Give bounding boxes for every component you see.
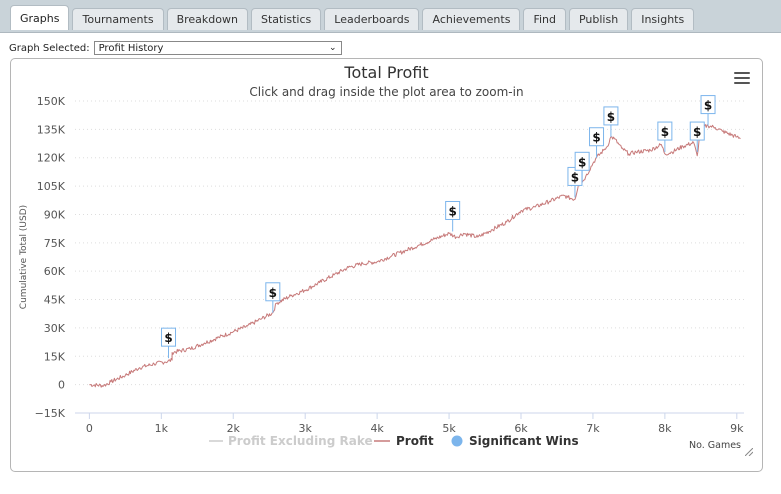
- x-tick-label: 1k: [155, 422, 169, 435]
- dollar-flag-icon[interactable]: [589, 127, 605, 147]
- legend-profit[interactable]: Profit: [396, 434, 434, 448]
- graph-selector-row: Graph Selected: Profit History ⌄: [9, 41, 342, 55]
- x-tick-label: 4k: [370, 422, 384, 435]
- win-flag-label: $: [607, 110, 615, 124]
- chevron-down-icon: ⌄: [329, 43, 337, 53]
- y-tick-label: 135K: [37, 123, 66, 136]
- win-flag-label: $: [693, 125, 701, 139]
- tab-insights[interactable]: Insights: [631, 8, 695, 30]
- tab-leaderboards[interactable]: Leaderboards: [324, 8, 420, 30]
- win-flag-label: $: [448, 204, 456, 218]
- y-tick-label: 150K: [37, 95, 66, 108]
- y-tick-label: 15K: [44, 350, 66, 363]
- graph-select-value: Profit History: [98, 42, 164, 54]
- tab-achievements[interactable]: Achievements: [422, 8, 521, 30]
- dollar-flag-icon[interactable]: [603, 106, 619, 126]
- profit-chart[interactable]: −15K 0 15K 30K 45K 60K 75K 90K 105K 120K 135K 150K 0…: [11, 59, 762, 471]
- resize-grip-icon[interactable]: [745, 448, 753, 456]
- tab-tournaments[interactable]: Tournaments: [72, 8, 164, 30]
- legend-significant-wins-symbol: [451, 435, 463, 447]
- tab-statistics[interactable]: Statistics: [250, 8, 322, 30]
- win-flag-label: $: [661, 125, 669, 139]
- tab-find[interactable]: Find: [523, 8, 566, 30]
- tab-breakdown[interactable]: Breakdown: [166, 8, 248, 30]
- graph-selected-label: Graph Selected:: [9, 42, 90, 54]
- dollar-flag-icon[interactable]: [161, 327, 177, 347]
- x-tick-label: 9k: [730, 422, 744, 435]
- y-tick-label: −15K: [35, 407, 66, 420]
- dollar-flag-icon[interactable]: [574, 151, 590, 171]
- chart-title: Total Profit: [344, 63, 429, 82]
- dollar-flag-icon[interactable]: [657, 121, 673, 141]
- x-tick-label: 7k: [586, 422, 600, 435]
- x-axis-title: No. Games: [689, 440, 741, 451]
- y-axis-title: Cumulative Total (USD): [19, 205, 29, 309]
- dollar-flag-icon[interactable]: [689, 121, 705, 141]
- hamburger-menu-icon[interactable]: [734, 72, 750, 84]
- win-flag-label: $: [704, 99, 712, 113]
- chart-container: Total Profit Click and drag inside the p…: [10, 58, 763, 472]
- y-tick-label: 75K: [44, 237, 66, 250]
- chart-subtitle: Click and drag inside the plot area to z…: [249, 85, 524, 99]
- y-tick-label: 90K: [44, 208, 66, 221]
- tab-bar: Graphs Tournaments Breakdown Statistics …: [10, 5, 695, 30]
- win-flag-label: $: [164, 331, 172, 345]
- x-tick-label: 5k: [442, 422, 456, 435]
- win-flag-label: $: [578, 155, 586, 169]
- y-tick-label: 30K: [44, 322, 66, 335]
- x-tick-label: 3k: [299, 422, 313, 435]
- dollar-flag-icon[interactable]: [445, 200, 461, 220]
- y-tick-label: 45K: [44, 294, 66, 307]
- y-tick-label: 60K: [44, 265, 66, 278]
- x-tick-label: 0: [86, 422, 93, 435]
- x-tick-label: 2k: [227, 422, 241, 435]
- win-flag-label: $: [571, 170, 579, 184]
- y-tick-label: 120K: [37, 152, 66, 165]
- win-flag-label: $: [269, 286, 277, 300]
- y-tick-label: 0: [58, 379, 65, 392]
- graph-select-dropdown[interactable]: Profit History ⌄: [93, 41, 342, 55]
- dollar-flag-icon[interactable]: [700, 95, 716, 115]
- x-tick-label: 6k: [514, 422, 528, 435]
- legend-profit-excluding-rake[interactable]: Profit Excluding Rake: [228, 434, 373, 448]
- legend-significant-wins[interactable]: Significant Wins: [469, 434, 579, 448]
- x-tick-label: 8k: [658, 422, 672, 435]
- tab-publish[interactable]: Publish: [568, 8, 629, 30]
- dollar-flag-icon[interactable]: [265, 282, 281, 302]
- tab-graphs[interactable]: Graphs: [10, 5, 70, 30]
- profit-series-line[interactable]: [89, 124, 741, 388]
- win-flag-label: $: [592, 131, 600, 145]
- y-tick-label: 105K: [37, 180, 66, 193]
